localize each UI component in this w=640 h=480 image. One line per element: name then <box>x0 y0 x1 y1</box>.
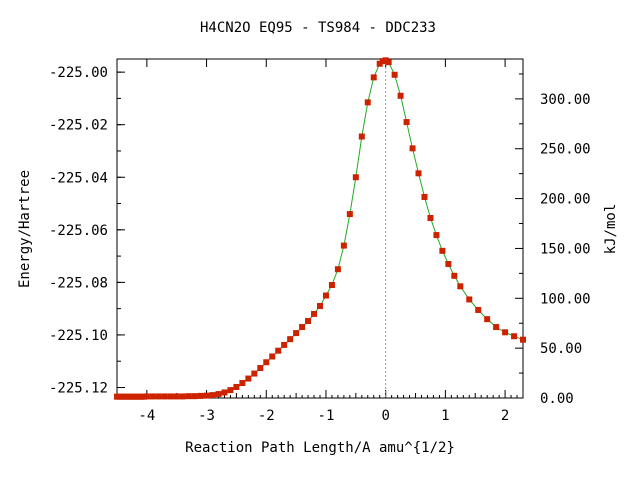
data-point <box>179 393 186 400</box>
data-point <box>149 393 156 400</box>
y2-tick-label: 150.00 <box>540 241 591 257</box>
data-point <box>269 353 276 360</box>
data-point <box>328 282 335 288</box>
x-axis-label: Reaction Path Length/A amu^{1/2} <box>185 440 455 456</box>
data-point <box>340 242 347 249</box>
data-point <box>299 324 306 331</box>
y2-tick-label: 300.00 <box>540 92 591 108</box>
energy-curve <box>117 59 524 398</box>
chart-title: H4CN2O EQ95 - TS984 - DDC233 <box>200 20 436 36</box>
data-point <box>334 266 341 273</box>
data-point <box>293 330 300 337</box>
y-tick-label: -225.12 <box>49 380 108 396</box>
data-point <box>227 387 234 394</box>
x-tick-label: 2 <box>501 408 509 424</box>
data-points <box>114 57 526 400</box>
data-point <box>305 318 312 325</box>
data-point <box>370 74 377 81</box>
data-point <box>185 393 192 400</box>
x-tick-label: 1 <box>441 408 449 424</box>
data-point <box>161 393 168 400</box>
data-point <box>197 392 204 399</box>
data-point <box>275 347 282 354</box>
data-point <box>358 133 365 140</box>
data-point <box>346 211 353 218</box>
data-point <box>257 365 264 372</box>
data-point <box>311 310 318 317</box>
data-point <box>445 260 452 267</box>
data-point <box>415 170 422 177</box>
data-point <box>191 393 198 400</box>
data-point <box>251 370 258 377</box>
x-tick-label: -3 <box>198 408 215 424</box>
data-point <box>167 393 174 400</box>
y-tick-label: -225.04 <box>49 170 108 186</box>
y-tick-label: -225.06 <box>49 223 108 239</box>
data-point <box>457 283 464 290</box>
y-tick-label: -225.02 <box>49 118 108 134</box>
data-point <box>484 316 491 323</box>
y-axis-right: 0.00 50.00 100.00 150.00 200.00 250.00 300.00 <box>515 73 591 407</box>
data-point <box>397 92 404 99</box>
data-point <box>364 99 371 106</box>
y2-tick-label: 50.00 <box>540 341 582 357</box>
data-point <box>233 383 240 390</box>
data-point <box>143 393 150 400</box>
data-point <box>215 391 222 398</box>
data-point <box>221 389 228 396</box>
data-point <box>520 336 526 343</box>
x-tick-label: -4 <box>138 408 155 424</box>
data-point <box>493 324 500 331</box>
y-tick-label: -225.10 <box>49 328 108 344</box>
data-point <box>502 329 509 336</box>
data-point <box>322 292 329 299</box>
x-tick-label: -2 <box>258 408 275 424</box>
y2-tick-label: 250.00 <box>540 142 591 158</box>
x-axis: -4 -3 -2 -1 0 1 2 <box>116 59 524 424</box>
data-point <box>451 272 458 279</box>
data-point <box>475 306 482 313</box>
data-point <box>245 375 252 382</box>
data-point <box>409 145 416 152</box>
data-point <box>281 341 288 348</box>
data-point <box>403 119 410 126</box>
data-point <box>173 393 180 400</box>
data-point <box>263 359 270 366</box>
y-axis-label: Energy/Hartree <box>17 170 33 288</box>
plot-frame <box>116 58 524 399</box>
data-point <box>317 303 323 310</box>
data-point <box>421 193 428 200</box>
y-axis-left: -225.00 -225.02 -225.04 -225.06 -225.08 -225.… <box>49 65 125 396</box>
y-tick-label: -225.08 <box>49 275 108 291</box>
y2-tick-label: 100.00 <box>540 291 591 307</box>
data-point <box>352 174 359 181</box>
x-tick-label: -1 <box>318 408 335 424</box>
data-point <box>391 71 398 78</box>
data-point <box>239 380 246 387</box>
y2-tick-label: 200.00 <box>540 192 591 208</box>
data-point <box>385 59 392 66</box>
data-point <box>287 336 294 343</box>
data-point <box>209 392 216 399</box>
data-point <box>439 247 446 254</box>
data-point <box>427 214 434 221</box>
y2-axis-label: kJ/mol <box>603 204 619 255</box>
data-point <box>203 392 210 399</box>
x-tick-label: 0 <box>381 408 389 424</box>
data-point <box>466 296 473 303</box>
y2-tick-label: 0.00 <box>540 391 574 407</box>
data-point <box>511 333 518 340</box>
data-point <box>433 232 440 239</box>
y-tick-label: -225.00 <box>49 65 108 81</box>
data-point <box>155 393 162 400</box>
